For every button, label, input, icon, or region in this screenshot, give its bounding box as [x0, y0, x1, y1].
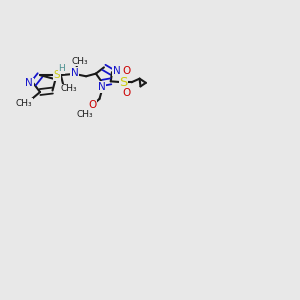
- Text: O: O: [123, 88, 131, 98]
- Text: CH₃: CH₃: [71, 57, 88, 66]
- Text: S: S: [119, 76, 128, 89]
- Text: N: N: [98, 82, 106, 92]
- Text: N: N: [113, 66, 121, 76]
- Text: CH₃: CH₃: [77, 110, 94, 119]
- Text: N: N: [70, 68, 78, 78]
- Text: N: N: [26, 78, 33, 88]
- Text: S: S: [54, 70, 60, 80]
- Text: O: O: [88, 100, 97, 110]
- Text: H: H: [58, 64, 65, 73]
- Text: CH₃: CH₃: [60, 84, 77, 93]
- Text: O: O: [123, 66, 131, 76]
- Text: CH₃: CH₃: [16, 98, 32, 107]
